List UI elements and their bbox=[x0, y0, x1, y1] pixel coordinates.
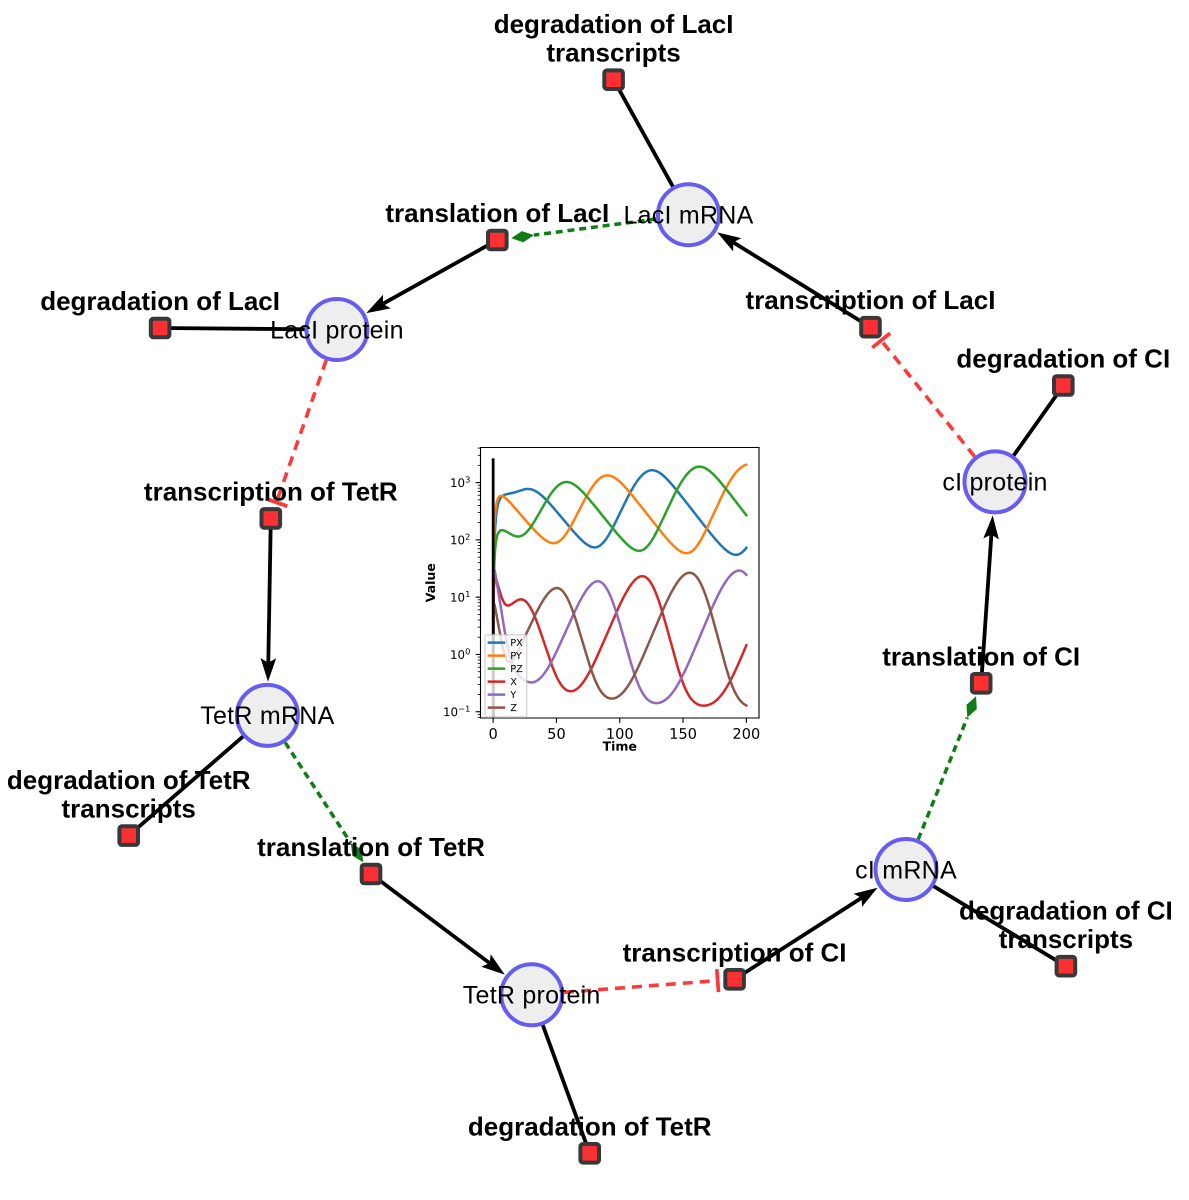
svg-text:degradation of LacI: degradation of LacI bbox=[40, 286, 280, 316]
svg-text:TetR mRNA: TetR mRNA bbox=[200, 702, 334, 730]
svg-text:LacI mRNA: LacI mRNA bbox=[623, 202, 753, 230]
svg-text:transcription of TetR: transcription of TetR bbox=[144, 476, 398, 506]
svg-text:translation of CI: translation of CI bbox=[882, 641, 1080, 671]
svg-text:LacI protein: LacI protein bbox=[270, 316, 404, 344]
svg-text:TetR protein: TetR protein bbox=[463, 982, 601, 1010]
svg-text:transcription of CI: transcription of CI bbox=[623, 937, 847, 967]
svg-text:transcripts: transcripts bbox=[62, 794, 196, 824]
svg-text:degradation of CI: degradation of CI bbox=[956, 344, 1170, 374]
svg-text:translation of TetR: translation of TetR bbox=[257, 832, 485, 862]
svg-text:degradation of TetR: degradation of TetR bbox=[7, 765, 251, 795]
svg-text:cI protein: cI protein bbox=[942, 469, 1047, 497]
svg-text:transcripts: transcripts bbox=[546, 38, 680, 68]
svg-text:degradation of LacI: degradation of LacI bbox=[494, 9, 734, 39]
svg-text:transcription of LacI: transcription of LacI bbox=[746, 285, 996, 315]
svg-text:translation of LacI: translation of LacI bbox=[385, 198, 609, 228]
svg-text:degradation of TetR: degradation of TetR bbox=[468, 1111, 712, 1141]
svg-text:transcripts: transcripts bbox=[999, 924, 1133, 954]
svg-text:degradation of CI: degradation of CI bbox=[959, 896, 1173, 926]
svg-text:cI mRNA: cI mRNA bbox=[855, 856, 957, 884]
